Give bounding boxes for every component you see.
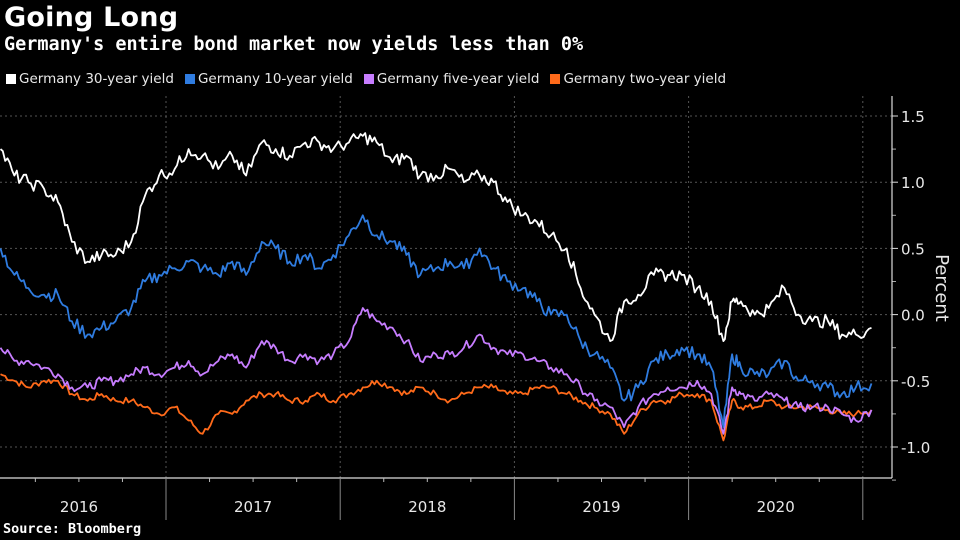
- chart-title: Going Long: [4, 2, 179, 33]
- y-tick-label: -1.0: [901, 439, 930, 457]
- chart-subtitle: Germany's entire bond market now yields …: [4, 34, 584, 55]
- legend-item-10y: Germany 10-year yield: [184, 71, 353, 87]
- y-tick-label: 1.0: [901, 174, 925, 192]
- legend-item-30y: Germany 30-year yield: [6, 71, 174, 87]
- legend-label-10y: Germany 10-year yield: [197, 71, 353, 87]
- y-axis: 1.5 1.0 0.5 0.0 -0.5 -1.0: [891, 96, 930, 481]
- y-axis-label: Percent: [931, 254, 952, 322]
- grid-lines: [0, 96, 892, 478]
- series-lines: [0, 132, 873, 442]
- legend-label-30y: Germany 30-year yield: [19, 71, 174, 87]
- y-tick-label: 0.0: [901, 307, 925, 325]
- legend-item-2y: Germany two-year yield: [550, 71, 726, 87]
- x-tick-label: 2019: [582, 498, 620, 516]
- x-axis: 2016 2017 2018 2019 2020: [0, 477, 892, 520]
- legend-item-5y: Germany five-year yield: [363, 71, 540, 87]
- y-tick-label: 0.5: [901, 240, 925, 258]
- legend-swatch-5y: [363, 74, 374, 84]
- x-tick-label: 2017: [234, 498, 272, 516]
- legend: Germany 30-year yield Germany 10-year yi…: [6, 71, 726, 87]
- line-30-year-yield: [0, 132, 872, 342]
- x-tick-label: 2018: [408, 498, 446, 516]
- line-two-year-yield: [0, 373, 873, 442]
- x-tick-label: 2020: [757, 498, 795, 516]
- legend-label-2y: Germany two-year yield: [563, 71, 727, 87]
- source-note: Source: Bloomberg: [3, 521, 142, 537]
- legend-swatch-2y: [550, 74, 561, 84]
- legend-swatch-10y: [184, 74, 195, 84]
- y-tick-label: -0.5: [901, 373, 930, 391]
- y-tick-label: 1.5: [901, 108, 925, 126]
- legend-swatch-30y: [6, 74, 16, 84]
- line-five-year-yield: [0, 307, 873, 435]
- x-tick-label: 2016: [60, 498, 98, 516]
- legend-label-5y: Germany five-year yield: [376, 71, 540, 87]
- line-10-year-yield: [0, 214, 873, 428]
